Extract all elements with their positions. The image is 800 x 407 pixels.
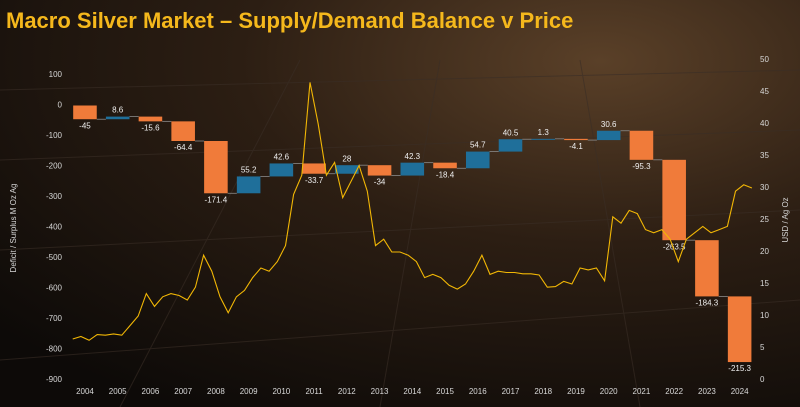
x-tick-label: 2022 — [665, 387, 683, 396]
bar — [531, 138, 556, 140]
y-tick-label: -800 — [46, 345, 63, 354]
y-axis-label: Deficit / Surplus M Oz Ag — [9, 184, 18, 273]
y-tick-label: -100 — [46, 131, 63, 140]
bar — [727, 296, 752, 363]
x-tick-label: 2012 — [338, 387, 356, 396]
bar — [302, 163, 326, 174]
x-tick-label: 2011 — [305, 387, 323, 396]
value-label: 55.2 — [241, 166, 257, 175]
y2-tick-label: 15 — [760, 279, 769, 288]
panel-texture — [0, 59, 800, 407]
bar — [204, 141, 228, 194]
y2-tick-label: 50 — [760, 55, 769, 64]
y-tick-label: 100 — [49, 70, 63, 79]
bar — [465, 151, 490, 169]
bar — [335, 165, 359, 174]
y2-tick-label: 5 — [760, 343, 765, 352]
x-tick-label: 2016 — [469, 387, 487, 396]
value-label: 40.5 — [503, 128, 519, 137]
value-label: 42.3 — [405, 152, 421, 161]
value-label: 42.6 — [274, 153, 290, 162]
y-tick-label: -200 — [46, 162, 63, 171]
x-tick-label: 2020 — [600, 387, 618, 396]
x-tick-label: 2015 — [436, 387, 454, 396]
value-label: 1.3 — [538, 128, 550, 137]
bar — [695, 240, 719, 297]
bar — [629, 130, 654, 160]
x-tick-label: 2006 — [142, 387, 160, 396]
value-label: 54.7 — [470, 141, 486, 150]
price-line — [72, 82, 753, 341]
y2-tick-label: 20 — [760, 247, 769, 256]
value-label: 28 — [342, 154, 351, 163]
value-label: -95.3 — [632, 162, 651, 171]
y-tick-label: -700 — [46, 314, 63, 323]
x-tick-label: 2021 — [633, 387, 651, 396]
y2-tick-label: 40 — [760, 119, 769, 128]
bar — [367, 165, 392, 176]
x-tick-label: 2019 — [567, 387, 585, 396]
x-tick-label: 2010 — [272, 387, 290, 396]
x-tick-label: 2014 — [403, 387, 421, 396]
y-tick-label: -900 — [46, 375, 63, 384]
x-tick-label: 2018 — [534, 387, 552, 396]
value-label: -64.4 — [174, 143, 193, 152]
x-tick-label: 2004 — [76, 387, 94, 396]
value-label: -18.4 — [436, 170, 455, 179]
y2-tick-label: 10 — [760, 311, 769, 320]
y2-tick-label: 25 — [760, 215, 769, 224]
chart-title: Macro Silver Market – Supply/Demand Bala… — [6, 8, 573, 33]
value-label: 30.6 — [601, 120, 617, 129]
y-tick-label: -500 — [46, 253, 63, 262]
bar — [596, 130, 621, 141]
bar — [171, 121, 195, 142]
value-label: -15.6 — [141, 123, 160, 132]
bar — [73, 105, 97, 120]
y2-tick-label: 30 — [760, 183, 769, 192]
x-tick-label: 2023 — [698, 387, 716, 396]
value-label: -184.3 — [696, 299, 719, 308]
x-tick-label: 2009 — [240, 387, 258, 396]
bar — [564, 138, 588, 141]
value-label: -263.5 — [663, 242, 686, 251]
y2-axis-label: USD / Ag Oz — [781, 197, 790, 242]
bar — [662, 159, 686, 241]
x-tick-label: 2024 — [731, 387, 749, 396]
bar — [269, 163, 294, 177]
value-label: -34 — [374, 178, 386, 187]
y-tick-label: -600 — [46, 284, 63, 293]
y-tick-label: -300 — [46, 192, 63, 201]
bar — [498, 139, 523, 152]
y-tick-label: 0 — [58, 101, 63, 110]
value-label: -171.4 — [205, 195, 228, 204]
value-label: -4.1 — [569, 142, 583, 151]
y2-tick-label: 35 — [760, 151, 769, 160]
bar — [105, 116, 130, 120]
x-tick-label: 2007 — [174, 387, 192, 396]
value-label: -45 — [79, 121, 91, 130]
bar — [138, 116, 163, 122]
bar — [236, 176, 261, 194]
value-label: -215.3 — [728, 364, 751, 373]
bar — [400, 162, 425, 176]
x-tick-label: 2005 — [109, 387, 127, 396]
x-tick-label: 2008 — [207, 387, 225, 396]
value-label: 8.6 — [112, 106, 124, 115]
x-tick-label: 2017 — [502, 387, 520, 396]
value-label: -33.7 — [305, 176, 324, 185]
x-tick-label: 2013 — [371, 387, 389, 396]
y2-tick-label: 45 — [760, 87, 769, 96]
bar — [433, 162, 457, 169]
y2-tick-label: 0 — [760, 375, 765, 384]
y-tick-label: -400 — [46, 223, 63, 232]
